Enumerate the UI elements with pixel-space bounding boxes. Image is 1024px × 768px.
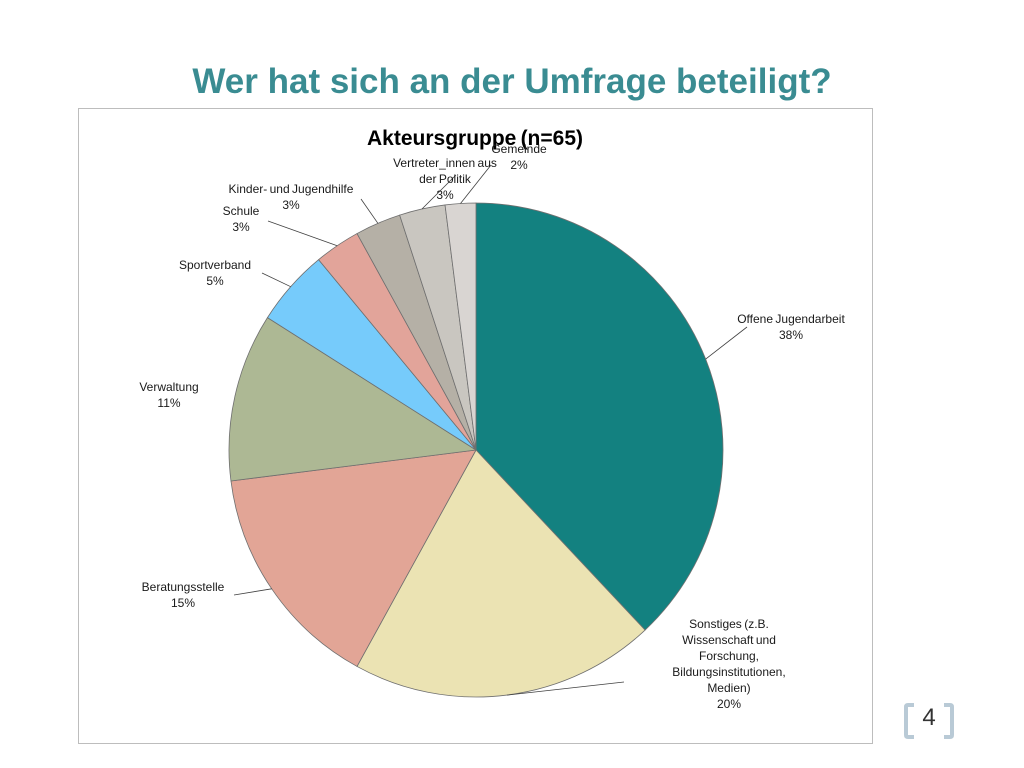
leader-line bbox=[421, 174, 457, 210]
pie-slice bbox=[228, 317, 478, 482]
slice-value-label: 20% bbox=[717, 697, 741, 711]
leader-line bbox=[460, 164, 492, 204]
page-number-badge bbox=[904, 703, 954, 739]
slice-value-label: 2% bbox=[510, 158, 528, 172]
slice-category-label: Wissenschaft und bbox=[682, 633, 776, 647]
slice-category-label: Medien) bbox=[707, 681, 750, 695]
slice-category-label: Schule bbox=[223, 204, 260, 218]
slice-category-label: Sportverband bbox=[179, 258, 251, 272]
page-number: 4 bbox=[922, 704, 936, 731]
slice-label: Gemeinde 2% bbox=[491, 142, 547, 172]
leader-line bbox=[267, 220, 338, 247]
slice-value-label: 15% bbox=[171, 596, 195, 610]
slice-label: Offene Jugendarbeit 38% bbox=[737, 312, 845, 342]
slice-label: Sportverband 5% bbox=[179, 258, 251, 288]
pie-slice bbox=[475, 202, 724, 631]
slice-label: Vertreter_innen aus der Politik 3% bbox=[393, 156, 497, 202]
slice-value-label: 11% bbox=[157, 396, 180, 410]
slice-value-label: 5% bbox=[206, 274, 224, 288]
pie-chart: Akteursgruppe (n=65) Offene Jugendarbeit… bbox=[139, 127, 845, 711]
slice-label: Schule 3% bbox=[223, 204, 260, 234]
slide-title: Wer hat sich an der Umfrage beteiligt? bbox=[192, 62, 832, 101]
slice-value-label: 3% bbox=[436, 188, 454, 202]
slice-category-label: Verwaltung bbox=[139, 380, 198, 394]
slice-label: Sonstiges (z.B. Wissenschaft und Forschung… bbox=[672, 617, 785, 711]
slice-category-label: Gemeinde bbox=[491, 142, 547, 156]
slice-value-label: 3% bbox=[282, 198, 300, 212]
slice-label: Kinder- und Jugendhilfe 3% bbox=[229, 182, 354, 212]
slice-label: Verwaltung 11% bbox=[139, 380, 198, 410]
slice-category-label: Kinder- und Jugendhilfe bbox=[229, 182, 354, 196]
slice-value-label: 38% bbox=[779, 328, 803, 342]
chart-title: Akteursgruppe (n=65) bbox=[367, 127, 583, 150]
leader-line bbox=[705, 326, 748, 360]
slice-label: Beratungsstelle 15% bbox=[142, 580, 225, 610]
pie-slice bbox=[230, 449, 477, 667]
leader-line bbox=[360, 198, 379, 224]
slice-value-label: 3% bbox=[232, 220, 250, 234]
leader-line bbox=[233, 588, 272, 596]
pie-slice bbox=[356, 449, 646, 698]
leader-line bbox=[261, 272, 291, 288]
leader-line bbox=[506, 681, 625, 696]
slice-category-label: Sonstiges (z.B. bbox=[689, 617, 769, 631]
slice-category-label: Offene Jugendarbeit bbox=[737, 312, 845, 326]
slice-category-label: Bildungsinstitutionen, bbox=[672, 665, 785, 679]
slice-category-label: Vertreter_innen aus bbox=[393, 156, 497, 170]
chart-frame: Akteursgruppe (n=65) Offene Jugendarbeit… bbox=[78, 108, 873, 744]
slice-category-label: Forschung, bbox=[699, 649, 759, 663]
slice-category-label: der Politik bbox=[419, 172, 472, 186]
slice-category-label: Beratungsstelle bbox=[142, 580, 225, 594]
